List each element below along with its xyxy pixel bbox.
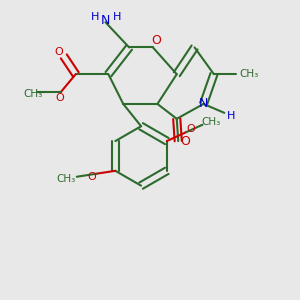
Text: CH₃: CH₃ [23,88,42,98]
Text: O: O [151,34,161,47]
Text: O: O [181,135,190,148]
Text: CH₃: CH₃ [57,174,76,184]
Text: O: O [55,93,64,103]
Text: N: N [199,98,208,110]
Text: N: N [101,14,110,27]
Text: CH₃: CH₃ [239,69,258,79]
Text: O: O [54,47,63,57]
Text: H: H [91,12,99,22]
Text: H: H [227,111,235,121]
Text: O: O [87,172,96,182]
Text: O: O [186,124,195,134]
Text: CH₃: CH₃ [202,117,221,128]
Text: H: H [113,12,122,22]
